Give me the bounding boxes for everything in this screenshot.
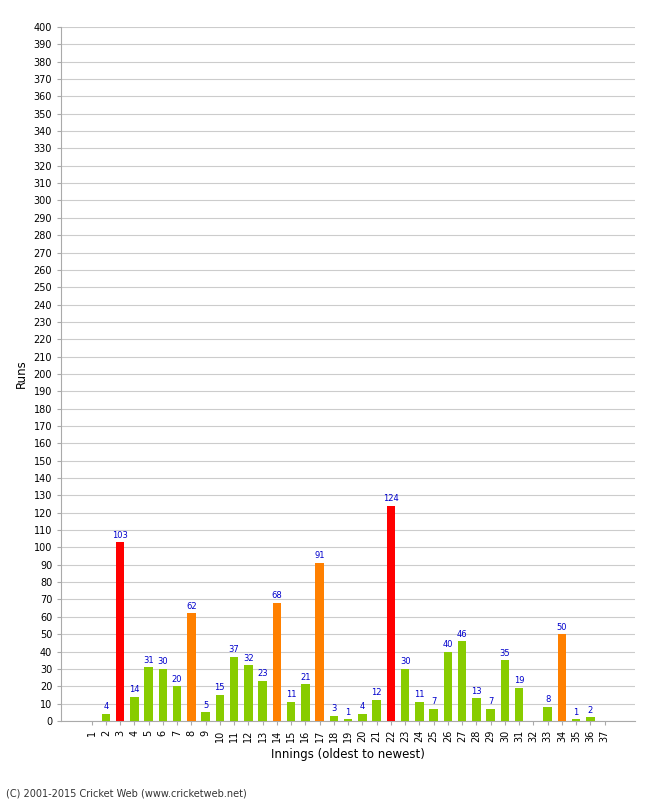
Text: 62: 62: [186, 602, 197, 610]
Text: 7: 7: [431, 697, 436, 706]
Bar: [401, 669, 410, 721]
Bar: [301, 685, 309, 721]
Text: 68: 68: [272, 591, 282, 600]
Text: 12: 12: [371, 689, 382, 698]
Text: 91: 91: [315, 551, 325, 561]
Bar: [330, 716, 338, 721]
Bar: [258, 681, 267, 721]
Text: 2: 2: [588, 706, 593, 715]
Bar: [159, 669, 167, 721]
Text: 31: 31: [143, 655, 154, 665]
Bar: [144, 667, 153, 721]
Bar: [458, 641, 467, 721]
Text: 5: 5: [203, 701, 208, 710]
Bar: [358, 714, 367, 721]
Bar: [586, 718, 595, 721]
Bar: [244, 666, 253, 721]
Text: 3: 3: [331, 704, 337, 713]
Text: 50: 50: [556, 622, 567, 631]
Bar: [202, 712, 210, 721]
Text: 30: 30: [400, 658, 410, 666]
Bar: [486, 709, 495, 721]
Text: 37: 37: [229, 645, 239, 654]
Text: 35: 35: [500, 649, 510, 658]
Text: 46: 46: [457, 630, 467, 638]
Bar: [130, 697, 138, 721]
Bar: [372, 700, 381, 721]
Bar: [173, 686, 181, 721]
Text: 20: 20: [172, 674, 183, 684]
Text: 32: 32: [243, 654, 254, 663]
Bar: [344, 719, 352, 721]
Text: 19: 19: [514, 676, 525, 686]
Bar: [572, 719, 580, 721]
Text: 11: 11: [414, 690, 424, 699]
Bar: [472, 698, 480, 721]
Text: 124: 124: [383, 494, 398, 503]
Bar: [287, 702, 295, 721]
Text: 8: 8: [545, 695, 551, 705]
Text: 7: 7: [488, 697, 493, 706]
Bar: [272, 603, 281, 721]
Bar: [430, 709, 438, 721]
Text: 30: 30: [157, 658, 168, 666]
Text: 21: 21: [300, 673, 311, 682]
Text: 4: 4: [359, 702, 365, 711]
Text: (C) 2001-2015 Cricket Web (www.cricketweb.net): (C) 2001-2015 Cricket Web (www.cricketwe…: [6, 788, 247, 798]
Y-axis label: Runs: Runs: [15, 359, 28, 388]
Bar: [116, 542, 124, 721]
X-axis label: Innings (oldest to newest): Innings (oldest to newest): [271, 748, 425, 761]
Bar: [387, 506, 395, 721]
Bar: [558, 634, 566, 721]
Text: 1: 1: [346, 707, 351, 717]
Text: 23: 23: [257, 670, 268, 678]
Text: 4: 4: [103, 702, 109, 711]
Bar: [315, 563, 324, 721]
Text: 14: 14: [129, 685, 140, 694]
Text: 40: 40: [443, 640, 453, 649]
Bar: [101, 714, 110, 721]
Text: 11: 11: [286, 690, 296, 699]
Bar: [443, 651, 452, 721]
Text: 13: 13: [471, 686, 482, 696]
Bar: [543, 707, 552, 721]
Bar: [187, 614, 196, 721]
Bar: [500, 660, 509, 721]
Text: 1: 1: [573, 707, 578, 717]
Bar: [415, 702, 424, 721]
Bar: [515, 688, 523, 721]
Bar: [216, 695, 224, 721]
Bar: [230, 657, 239, 721]
Text: 103: 103: [112, 530, 128, 540]
Text: 15: 15: [214, 683, 225, 692]
